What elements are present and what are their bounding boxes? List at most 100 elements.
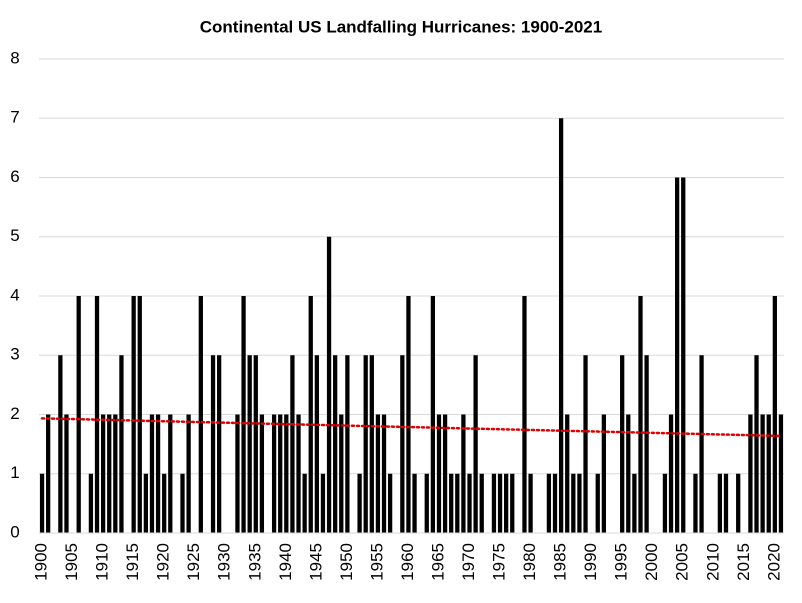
bar: [143, 473, 149, 533]
bar: [583, 355, 588, 533]
bar: [449, 473, 454, 533]
bar: [180, 473, 185, 533]
bar: [290, 355, 295, 533]
bar: [107, 414, 112, 533]
bar: [717, 473, 723, 533]
bar: [442, 414, 448, 533]
bar: [247, 355, 252, 533]
bar: [333, 355, 338, 533]
x-tick-label: 1915: [123, 543, 142, 581]
bar: [137, 296, 142, 533]
x-tick-label: 1980: [520, 543, 539, 581]
bar: [522, 296, 527, 533]
bar: [504, 473, 509, 533]
bar: [430, 296, 436, 533]
bar: [748, 414, 753, 533]
bar: [278, 414, 283, 533]
x-tick-label: 1910: [93, 543, 112, 581]
x-tick-label: 1955: [367, 543, 386, 581]
bar: [668, 414, 674, 533]
bar: [626, 414, 631, 533]
x-tick-label: 1970: [459, 543, 478, 581]
bar: [345, 355, 350, 533]
bar: [235, 414, 240, 533]
bar: [113, 414, 118, 533]
bar: [754, 355, 759, 533]
bar: [577, 473, 582, 533]
bar: [424, 473, 429, 533]
bar: [369, 355, 374, 533]
bar: [241, 296, 246, 533]
bar: [217, 355, 222, 533]
bar: [58, 355, 63, 533]
bar: [326, 236, 332, 533]
bar: [681, 177, 686, 533]
bar: [302, 473, 307, 533]
bar: [510, 473, 515, 533]
bar: [39, 473, 45, 533]
bar: [693, 473, 698, 533]
bar: [259, 414, 265, 533]
x-tick-label: 1925: [184, 543, 203, 581]
x-tick-label: 1945: [306, 543, 325, 581]
bar: [284, 414, 289, 533]
x-tick-label: 1940: [276, 543, 295, 581]
x-tick-label: 2015: [734, 543, 753, 581]
bar: [662, 473, 668, 533]
bar: [766, 414, 771, 533]
bar: [674, 177, 680, 533]
x-tick-label: 1920: [154, 543, 173, 581]
y-tick-label: 4: [10, 285, 19, 304]
bar: [363, 355, 368, 533]
bar: [387, 473, 393, 533]
y-tick-label: 2: [10, 404, 19, 423]
x-tick-label: 1935: [245, 543, 264, 581]
bar: [168, 414, 173, 533]
bar: [736, 473, 741, 533]
x-tick-label: 1990: [581, 543, 600, 581]
bar: [296, 414, 301, 533]
bar: [565, 414, 570, 533]
bar: [186, 414, 191, 533]
bar: [632, 473, 637, 533]
bar: [198, 296, 203, 533]
x-tick-label: 2020: [764, 543, 783, 581]
y-tick-label: 6: [10, 167, 19, 186]
y-tick-label: 5: [10, 226, 19, 245]
bar: [772, 296, 777, 533]
x-tick-label: 1905: [62, 543, 81, 581]
bar: [320, 473, 326, 533]
bar: [400, 355, 405, 533]
x-tick-label: 1900: [32, 543, 51, 581]
bar: [571, 473, 576, 533]
y-tick-label: 3: [10, 345, 19, 364]
bar: [497, 473, 503, 533]
bar: [699, 355, 704, 533]
x-tick-label: 2005: [673, 543, 692, 581]
y-tick-label: 1: [10, 463, 19, 482]
bar: [601, 414, 606, 533]
bar: [760, 414, 765, 533]
bar: [552, 473, 558, 533]
bar: [119, 355, 124, 533]
bar: [406, 296, 411, 533]
bar: [375, 414, 381, 533]
y-tick-label: 8: [10, 48, 19, 67]
bar: [210, 355, 216, 533]
bar: [479, 473, 484, 533]
bar: [644, 355, 649, 533]
bar: [131, 296, 136, 533]
bar: [314, 355, 319, 533]
x-tick-label: 1930: [215, 543, 234, 581]
bar: [546, 473, 552, 533]
bar: [88, 473, 94, 533]
chart-title: Continental US Landfalling Hurricanes: 1…: [200, 17, 602, 36]
bar: [381, 414, 387, 533]
bar: [155, 414, 161, 533]
bar: [253, 355, 258, 533]
trendline: [40, 417, 783, 438]
bar: [94, 296, 100, 533]
bar: [595, 473, 600, 533]
bar: [528, 473, 533, 533]
